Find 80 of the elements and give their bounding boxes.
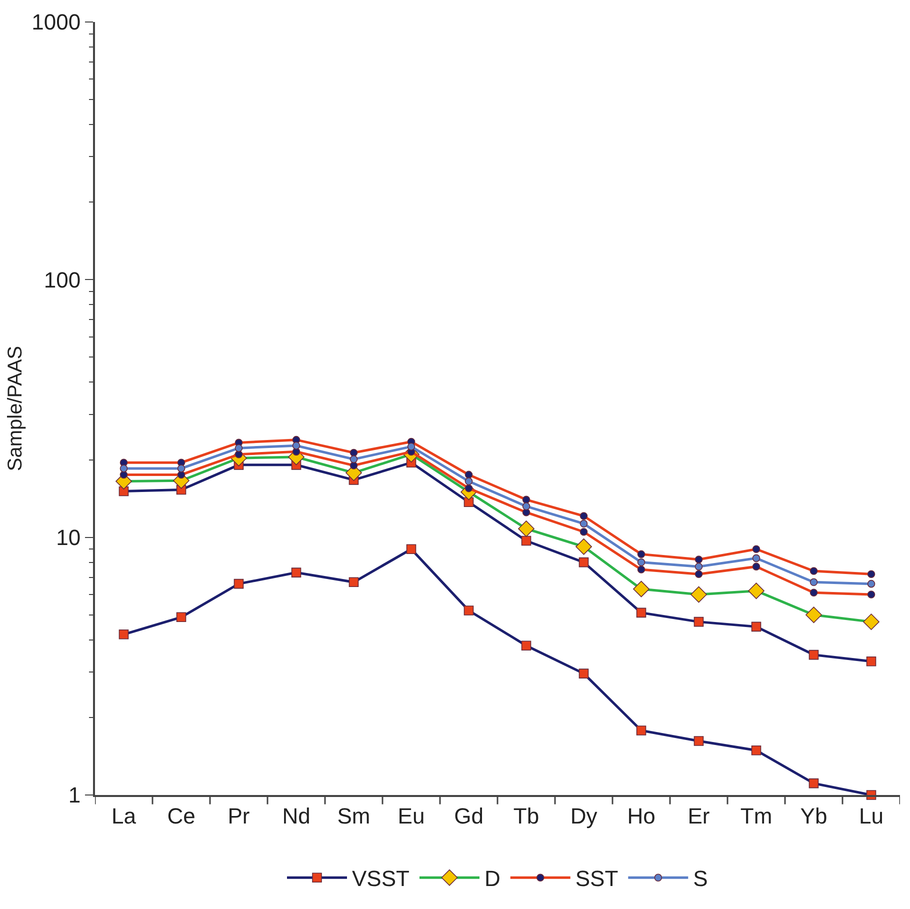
point <box>407 442 416 450</box>
point <box>636 726 646 736</box>
point <box>576 538 592 555</box>
point <box>808 650 819 660</box>
point <box>633 580 650 598</box>
point <box>752 554 760 562</box>
x-tick-label: Dy <box>570 803 598 828</box>
point <box>177 464 186 472</box>
point <box>752 545 760 554</box>
legend-label: SST <box>575 866 618 892</box>
x-tick-label: Sm <box>337 803 370 828</box>
point <box>694 570 703 578</box>
legend-label: VSST <box>352 866 410 892</box>
point <box>637 566 646 574</box>
point <box>580 520 588 528</box>
point <box>694 616 704 627</box>
point <box>806 606 822 624</box>
point <box>406 544 416 554</box>
point <box>694 736 704 746</box>
point <box>580 528 588 536</box>
x-tick-label: Lu <box>859 803 884 828</box>
x-tick-label: Nd <box>282 803 310 828</box>
point <box>292 442 300 450</box>
point <box>350 448 358 457</box>
point <box>291 568 302 578</box>
y-tick-label: 1000 <box>32 10 81 35</box>
point <box>810 567 818 575</box>
point <box>350 455 358 464</box>
point <box>866 656 876 666</box>
point <box>521 640 532 651</box>
point <box>234 578 244 589</box>
point <box>522 502 530 510</box>
x-tick-label: La <box>112 803 137 828</box>
point <box>578 557 589 568</box>
legend-label: S <box>693 866 708 892</box>
point <box>637 550 646 558</box>
point <box>808 778 819 788</box>
point <box>867 570 876 578</box>
x-tick-label: Ce <box>167 803 196 828</box>
x-tick-label: Tm <box>740 803 772 828</box>
y-axis-title: Sample/PAAS <box>4 346 27 472</box>
point <box>176 612 186 622</box>
point <box>867 590 876 598</box>
point <box>464 484 473 492</box>
point <box>752 562 760 570</box>
x-tick-label: Ho <box>627 803 656 828</box>
point <box>348 577 359 588</box>
y-tick-label: 100 <box>44 267 81 292</box>
point <box>120 464 128 472</box>
x-tick-label: Eu <box>398 803 425 828</box>
point <box>464 477 473 486</box>
y-tick-label: 10 <box>56 525 81 550</box>
point <box>521 536 532 546</box>
point <box>694 556 703 564</box>
point <box>810 588 818 597</box>
point <box>810 578 818 586</box>
point <box>578 668 589 678</box>
point <box>522 496 530 504</box>
point <box>580 512 588 520</box>
point <box>464 606 474 616</box>
point <box>751 745 762 756</box>
point <box>751 622 762 632</box>
point <box>518 520 534 537</box>
point <box>118 630 129 640</box>
x-tick-label: Tb <box>513 803 540 828</box>
point <box>867 580 876 588</box>
y-tick-label: 1 <box>68 782 81 808</box>
x-tick-label: Gd <box>454 803 484 828</box>
legend-label: D <box>484 866 500 892</box>
x-tick-label: Yb <box>800 803 828 828</box>
point <box>690 586 707 603</box>
point <box>748 582 764 600</box>
point <box>637 558 646 566</box>
point <box>863 614 880 630</box>
point <box>694 562 703 570</box>
point <box>636 608 646 618</box>
point <box>234 444 243 452</box>
x-tick-label: Pr <box>228 803 250 828</box>
point <box>464 470 473 479</box>
x-tick-label: Er <box>688 803 710 828</box>
